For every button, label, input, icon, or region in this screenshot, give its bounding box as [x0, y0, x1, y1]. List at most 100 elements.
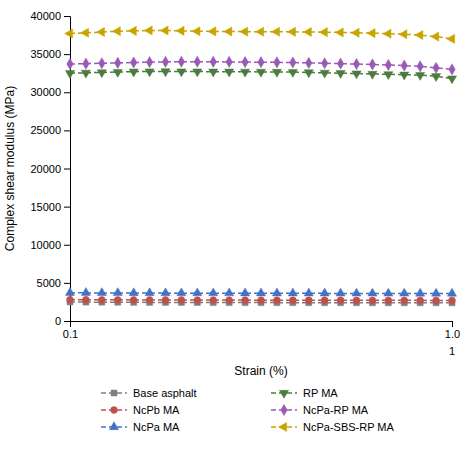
point	[146, 57, 152, 68]
tick: 25000	[30, 124, 70, 136]
point	[337, 58, 343, 69]
point	[304, 288, 313, 296]
series	[67, 296, 456, 304]
point	[449, 64, 455, 75]
axis-line	[71, 322, 453, 328]
point	[336, 288, 345, 296]
tick-mark	[64, 130, 70, 131]
point	[194, 297, 201, 304]
point	[447, 76, 456, 84]
point	[385, 59, 391, 70]
legend-entry: NcPb MA	[101, 404, 180, 416]
series	[65, 69, 456, 84]
point	[369, 297, 376, 304]
legend-label: NcPb MA	[133, 404, 180, 416]
point	[319, 28, 327, 37]
chart: 0.11.00500010000150002000025000300003500…	[0, 0, 474, 453]
point	[114, 296, 121, 303]
point	[258, 297, 265, 304]
point	[401, 60, 407, 71]
point	[65, 71, 74, 79]
point	[337, 297, 344, 304]
point	[306, 57, 312, 68]
series	[65, 26, 455, 44]
tick-mark	[64, 321, 70, 322]
point	[336, 71, 345, 79]
point	[272, 69, 281, 77]
point	[321, 58, 327, 69]
point	[320, 288, 329, 296]
legend-entry: NcPa-RP MA	[271, 404, 369, 416]
point	[416, 72, 425, 80]
legend-marker	[279, 422, 287, 431]
point	[129, 288, 138, 296]
tick-label: 20000	[30, 163, 61, 175]
point	[193, 288, 202, 296]
point	[67, 296, 74, 303]
point	[416, 288, 425, 296]
point	[144, 26, 152, 35]
tick: 10000	[30, 239, 70, 251]
point	[304, 70, 313, 78]
marks	[65, 26, 457, 306]
legend-label: Base asphalt	[133, 387, 197, 399]
point	[162, 56, 168, 67]
point	[225, 69, 234, 77]
legend-entry: NcPa-SBS-RP MA	[271, 421, 395, 433]
y-axis-title: Complex shear modulus (MPa)	[3, 86, 17, 251]
point	[177, 288, 186, 296]
point	[162, 297, 169, 304]
point	[288, 288, 297, 296]
tick: 20000	[30, 163, 70, 175]
point	[305, 297, 312, 304]
point	[447, 34, 455, 43]
tick-mark	[64, 283, 70, 284]
tick-mark	[64, 92, 70, 93]
legend-marker	[281, 404, 287, 415]
tick: 15000	[30, 201, 70, 213]
point	[146, 297, 153, 304]
legend-entry: Base asphalt	[101, 387, 197, 399]
point	[241, 69, 250, 77]
point	[161, 69, 170, 77]
point	[99, 58, 105, 69]
tick: 30000	[30, 86, 70, 98]
point	[335, 28, 343, 37]
tick-mark	[64, 169, 70, 170]
tick-label: 0.1	[63, 328, 78, 340]
legend-marker	[111, 407, 118, 414]
point	[256, 288, 265, 296]
tick-mark	[452, 321, 453, 327]
point	[400, 288, 409, 296]
point	[383, 29, 391, 38]
point	[289, 297, 296, 304]
legend-marker	[109, 422, 118, 430]
point	[368, 288, 377, 296]
point	[433, 297, 440, 304]
point	[178, 56, 184, 67]
tick-label: 25000	[30, 124, 61, 136]
tick-label: 15000	[30, 201, 61, 213]
point	[178, 297, 185, 304]
point	[432, 288, 441, 296]
point	[192, 27, 200, 36]
point	[130, 57, 136, 68]
tick: 40000	[30, 10, 70, 22]
legend-marker	[279, 390, 288, 398]
point	[193, 69, 202, 77]
point	[81, 288, 90, 296]
point	[225, 288, 234, 296]
point	[240, 27, 248, 36]
point	[272, 288, 281, 296]
point	[274, 297, 281, 304]
point	[449, 297, 456, 304]
point	[258, 57, 264, 68]
y-axis: 0500010000150002000025000300003500040000	[30, 10, 70, 327]
point	[353, 297, 360, 304]
legend-label: NcPa-RP MA	[303, 404, 369, 416]
point	[226, 56, 232, 67]
point	[400, 72, 409, 80]
legend-label: NcPa MA	[133, 421, 180, 433]
point	[83, 296, 90, 303]
tick-label: 0	[55, 315, 61, 327]
